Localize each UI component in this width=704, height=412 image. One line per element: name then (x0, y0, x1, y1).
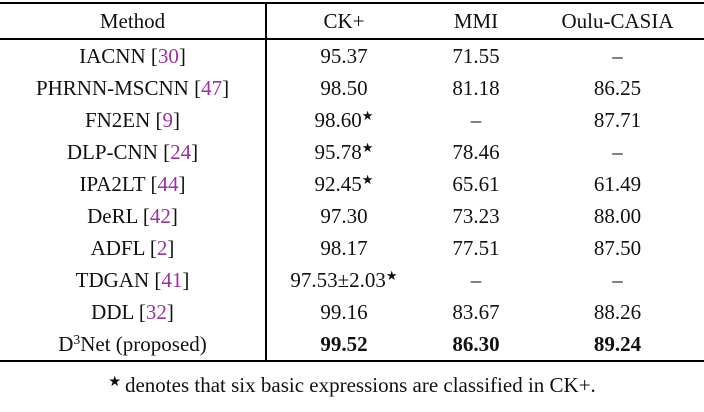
method-cell: FN2EN [9] (0, 104, 267, 136)
value-cell: 78.46 (452, 139, 500, 164)
citation-link[interactable]: 44 (157, 171, 179, 196)
value-cell: 86.30 (452, 331, 500, 356)
value-cell: 73.23 (452, 203, 500, 228)
method-cell: D3Net (proposed) (0, 328, 267, 361)
method-superscript: 3 (73, 331, 81, 347)
value-cell: – (470, 107, 482, 132)
value-cell: 89.24 (593, 331, 642, 356)
method-cell: DDL [32] (0, 296, 267, 328)
method-cell: ADFL [2] (0, 232, 267, 264)
table-row: DLP-CNN [24] 95.78★ 78.46 – (0, 136, 704, 168)
value-cell: – (612, 43, 623, 68)
citation-link[interactable]: 32 (145, 299, 167, 324)
star-icon: ★ (385, 267, 398, 283)
value-cell: 81.18 (452, 75, 500, 100)
table-row: IPA2LT [44] 92.45★ 65.61 61.49 (0, 168, 704, 200)
value-cell: 61.49 (593, 171, 642, 196)
star-icon: ★ (361, 139, 374, 155)
method-cell: IPA2LT [44] (0, 168, 267, 200)
table-row: DDL [32] 99.16 83.67 88.26 (0, 296, 704, 328)
value-cell: 65.61 (452, 171, 500, 196)
value-cell: 98.17 (320, 235, 368, 260)
table-header: Method CK+ MMI Oulu-CASIA (0, 3, 704, 40)
table-row: FN2EN [9] 98.60★ – 87.71 (0, 104, 704, 136)
value-cell: – (470, 267, 482, 292)
citation-link[interactable]: 9 (162, 107, 174, 132)
table-row: D3Net (proposed) 99.52 86.30 89.24 (0, 328, 704, 361)
value-cell: 97.53±2.03★ (290, 267, 398, 292)
value-cell: 77.51 (452, 235, 500, 260)
table-row: DeRL [42] 97.30 73.23 88.00 (0, 200, 704, 232)
star-icon: ★ (361, 107, 374, 123)
value-cell: 87.50 (593, 235, 642, 260)
citation-link[interactable]: 41 (161, 267, 183, 292)
header-row: Method CK+ MMI Oulu-CASIA (0, 3, 704, 40)
value-cell: 83.67 (452, 299, 500, 324)
table-body: IACNN [30] 95.37 71.55 – PHRNN-MSCNN [47] 98.… (0, 39, 704, 361)
method-cell: TDGAN [41] (0, 264, 267, 296)
citation-link[interactable]: 47 (201, 75, 223, 100)
value-cell: 95.37 (320, 43, 368, 68)
footnote-text: denotes that six basic expressions are c… (124, 373, 596, 397)
value-cell: – (612, 267, 623, 292)
value-cell: 71.55 (452, 43, 500, 68)
column-header-method: Method (0, 3, 267, 40)
value-cell: 87.71 (593, 107, 642, 132)
method-cell: PHRNN-MSCNN [47] (0, 72, 267, 104)
column-header-ck: CK+ (266, 3, 421, 40)
value-cell: 97.30 (320, 203, 368, 228)
table-row: PHRNN-MSCNN [47] 98.50 81.18 86.25 (0, 72, 704, 104)
table-row: ADFL [2] 98.17 77.51 87.50 (0, 232, 704, 264)
table-footnote: ★ denotes that six basic expressions are … (0, 373, 704, 398)
value-cell: 98.50 (320, 75, 368, 100)
citation-link[interactable]: 42 (149, 203, 171, 228)
value-cell: 99.52 (320, 331, 368, 356)
citation-link[interactable]: 30 (157, 43, 179, 68)
value-cell: 99.16 (320, 299, 368, 324)
value-cell: 88.00 (593, 203, 642, 228)
star-icon: ★ (108, 373, 121, 390)
table-row: TDGAN [41] 97.53±2.03★ – – (0, 264, 704, 296)
results-table: Method CK+ MMI Oulu-CASIA IACNN [30] 95.3… (0, 2, 704, 362)
citation-link[interactable]: 24 (170, 139, 192, 164)
value-cell: 88.26 (593, 299, 642, 324)
citation-link[interactable]: 2 (156, 235, 168, 260)
table-row: IACNN [30] 95.37 71.55 – (0, 39, 704, 72)
value-cell: – (612, 139, 623, 164)
value-cell: 92.45★ (314, 171, 374, 196)
value-cell: 95.78★ (314, 139, 374, 164)
method-cell: DLP-CNN [24] (0, 136, 267, 168)
value-cell: 86.25 (593, 75, 642, 100)
value-cell: 98.60★ (314, 107, 374, 132)
column-header-oulu-casia: Oulu-CASIA (531, 3, 704, 40)
method-cell: IACNN [30] (0, 39, 267, 72)
star-icon: ★ (361, 171, 374, 187)
column-header-mmi: MMI (421, 3, 531, 40)
method-cell: DeRL [42] (0, 200, 267, 232)
